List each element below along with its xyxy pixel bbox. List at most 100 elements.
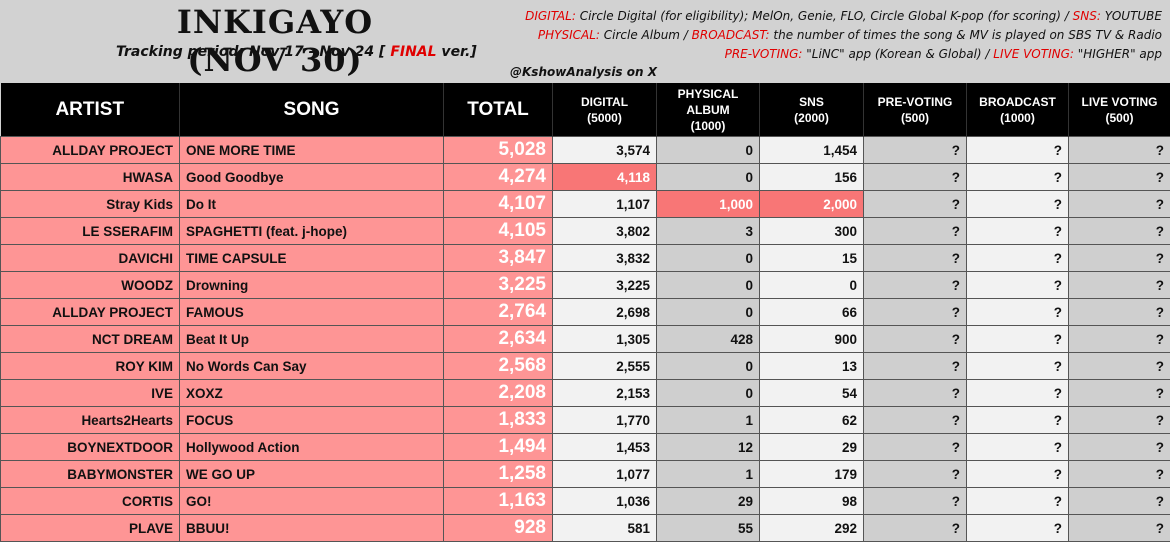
cell-digital: 3,832	[553, 245, 657, 272]
cell-total: 2,568	[444, 353, 553, 380]
col-header-broadcast-max: (1000)	[967, 110, 1068, 126]
cell-sns: 0	[760, 272, 864, 299]
cell-sns: 13	[760, 353, 864, 380]
cell-pre: ?	[864, 326, 967, 353]
cell-total: 4,107	[444, 191, 553, 218]
col-header-artist: ARTIST	[1, 83, 180, 137]
col-header-live-voting: LIVE VOTING(500)	[1069, 83, 1170, 137]
cell-artist: PLAVE	[1, 515, 180, 542]
cell-artist: BOYNEXTDOOR	[1, 434, 180, 461]
cell-live: ?	[1069, 245, 1170, 272]
cell-physical: 1	[657, 461, 760, 488]
cell-song: Drowning	[180, 272, 444, 299]
cell-total: 4,105	[444, 218, 553, 245]
cell-live: ?	[1069, 137, 1170, 164]
cell-physical: 1	[657, 407, 760, 434]
cell-total: 3,847	[444, 245, 553, 272]
cell-artist: DAVICHI	[1, 245, 180, 272]
author-handle: @KshowAnalysis on X	[510, 65, 657, 79]
col-header-prevoting: PRE-VOTING(500)	[864, 83, 967, 137]
cell-broadcast: ?	[967, 299, 1069, 326]
col-header-digital-label: DIGITAL	[553, 94, 656, 110]
text-digital: Circle Digital (for eligibility); MelOn,…	[576, 9, 1073, 23]
cell-live: ?	[1069, 380, 1170, 407]
cell-sns: 15	[760, 245, 864, 272]
cell-pre: ?	[864, 515, 967, 542]
cell-broadcast: ?	[967, 407, 1069, 434]
cell-sns: 62	[760, 407, 864, 434]
cell-physical: 0	[657, 353, 760, 380]
cell-sns: 292	[760, 515, 864, 542]
cell-pre: ?	[864, 218, 967, 245]
cell-physical: 0	[657, 245, 760, 272]
col-header-song-label: SONG	[284, 99, 340, 120]
cell-broadcast: ?	[967, 218, 1069, 245]
cell-broadcast: ?	[967, 353, 1069, 380]
cell-song: GO!	[180, 488, 444, 515]
cell-song: TIME CAPSULE	[180, 245, 444, 272]
cell-pre: ?	[864, 299, 967, 326]
cell-broadcast: ?	[967, 434, 1069, 461]
cell-artist: Stray Kids	[1, 191, 180, 218]
cell-broadcast: ?	[967, 191, 1069, 218]
text-live-voting: "HIGHER" app	[1074, 47, 1162, 61]
cell-total: 2,634	[444, 326, 553, 353]
cell-song: SPAGHETTI (feat. j-hope)	[180, 218, 444, 245]
cell-artist: ALLDAY PROJECT	[1, 137, 180, 164]
cell-sns: 300	[760, 218, 864, 245]
cell-sns: 54	[760, 380, 864, 407]
cell-artist: HWASA	[1, 164, 180, 191]
cell-digital: 1,036	[553, 488, 657, 515]
cell-artist: LE SSERAFIM	[1, 218, 180, 245]
cell-sns: 66	[760, 299, 864, 326]
tracking-period: Tracking period: Nov 17 - Nov 24 [ FINAL…	[116, 44, 477, 60]
cell-artist: Hearts2Hearts	[1, 407, 180, 434]
col-header-live-voting-max: (500)	[1069, 110, 1170, 126]
cell-digital: 1,107	[553, 191, 657, 218]
cell-total: 1,494	[444, 434, 553, 461]
cell-total: 1,833	[444, 407, 553, 434]
cell-artist: CORTIS	[1, 488, 180, 515]
tracking-suffix: ver.]	[437, 44, 477, 60]
cell-broadcast: ?	[967, 461, 1069, 488]
col-header-sns-label: SNS	[760, 94, 863, 110]
sources-legend: DIGITAL: Circle Digital (for eligibility…	[525, 7, 1162, 64]
cell-digital: 1,453	[553, 434, 657, 461]
cell-song: XOXZ	[180, 380, 444, 407]
cell-live: ?	[1069, 353, 1170, 380]
cell-digital: 1,077	[553, 461, 657, 488]
cell-song: Do It	[180, 191, 444, 218]
cell-sns: 156	[760, 164, 864, 191]
col-header-physical-max: (1000)	[657, 118, 759, 134]
cell-broadcast: ?	[967, 245, 1069, 272]
cell-physical: 0	[657, 137, 760, 164]
cell-total: 928	[444, 515, 553, 542]
col-header-song: SONG	[180, 83, 444, 137]
cell-digital: 2,698	[553, 299, 657, 326]
cell-song: BBUU!	[180, 515, 444, 542]
cell-physical: 3	[657, 218, 760, 245]
col-header-physical-label-2: ALBUM	[657, 102, 759, 118]
cell-digital: 4,118	[553, 164, 657, 191]
cell-song: Good Goodbye	[180, 164, 444, 191]
sources-line-3: PRE-VOTING: "LiNC" app (Korean & Global)…	[525, 45, 1162, 64]
col-header-sns-max: (2000)	[760, 110, 863, 126]
cell-digital: 3,802	[553, 218, 657, 245]
cell-sns: 2,000	[760, 191, 864, 218]
text-sns: YOUTUBE	[1101, 9, 1162, 23]
label-live-voting: LIVE VOTING:	[993, 47, 1074, 61]
cell-live: ?	[1069, 218, 1170, 245]
cell-song: Hollywood Action	[180, 434, 444, 461]
tracking-final: FINAL	[390, 44, 436, 60]
col-header-digital-max: (5000)	[553, 110, 656, 126]
cell-sns: 900	[760, 326, 864, 353]
tracking-prefix: Tracking period: Nov 17 - Nov 24 [	[116, 44, 390, 60]
cell-digital: 2,153	[553, 380, 657, 407]
cell-song: No Words Can Say	[180, 353, 444, 380]
